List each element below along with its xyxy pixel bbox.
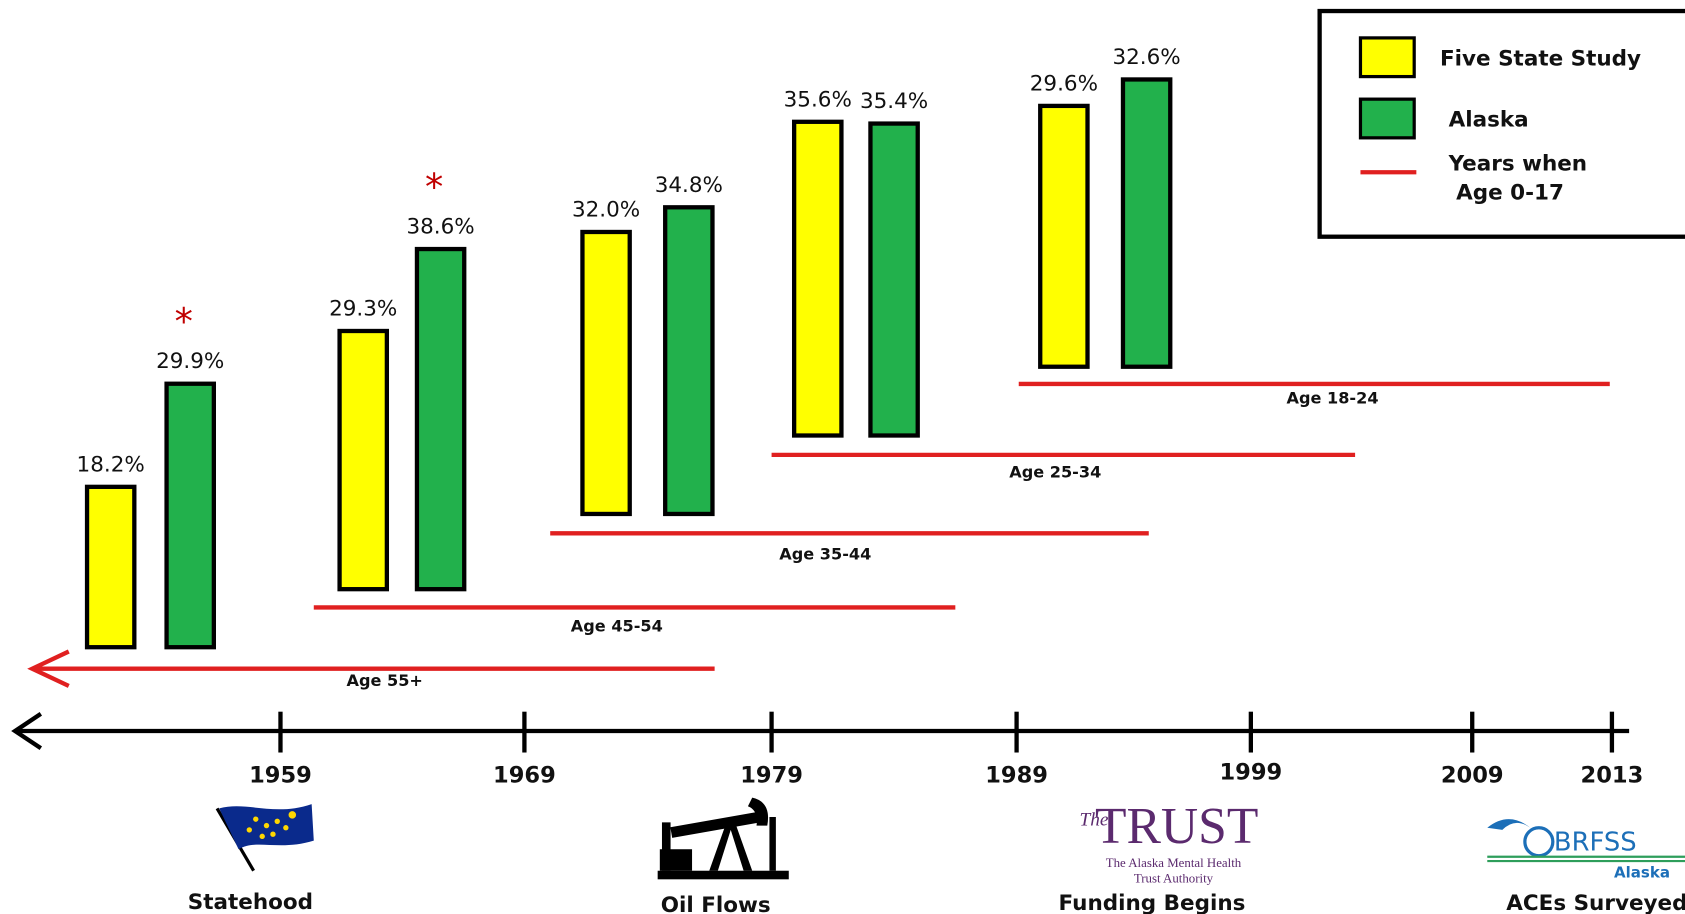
legend-label: Years when: [1448, 152, 1588, 177]
logo-text: Alaska: [1614, 863, 1670, 881]
value-label: 35.6%: [784, 87, 852, 112]
value-label: 29.6%: [1030, 71, 1098, 96]
logo-swoosh: [1487, 819, 1531, 830]
legend-label: Five State Study: [1440, 46, 1641, 71]
value-label: 34.8%: [655, 173, 723, 198]
period-arrow: [27, 649, 70, 688]
timeline-year: 1959: [249, 763, 312, 789]
legend-swatch: [1358, 97, 1416, 140]
logo-text: BRFSS: [1554, 827, 1637, 857]
flag-icon: [215, 804, 314, 872]
logo-text: Trust Authority: [1134, 871, 1214, 885]
bar: [84, 484, 137, 650]
oil-pump-icon: [657, 797, 789, 880]
timeline-year: 1969: [493, 763, 556, 789]
legend-swatch: [1358, 36, 1416, 79]
logo-text: The: [1079, 810, 1108, 831]
logo-ring: [1523, 826, 1555, 858]
value-label: 35.4%: [860, 89, 928, 114]
event-label: Funding Begins: [1059, 891, 1246, 914]
logo-text: TRUST: [1095, 798, 1258, 855]
bar: [414, 246, 467, 592]
age-label: Age 35-44: [779, 544, 871, 563]
significance-marker: *: [425, 165, 443, 208]
timeline-year: 1989: [985, 763, 1048, 789]
bar: [1120, 77, 1173, 369]
age-label: Age 18-24: [1286, 388, 1378, 407]
value-label: 38.6%: [406, 215, 474, 240]
event-label: Oil Flows: [661, 893, 771, 914]
timeline-year: 1999: [1219, 759, 1282, 785]
bar: [791, 119, 844, 438]
bar: [1038, 103, 1090, 369]
age-label: Age 25-34: [1009, 463, 1101, 482]
significance-marker: *: [175, 300, 193, 343]
bar: [164, 381, 216, 650]
event-label: Statehood: [188, 890, 313, 914]
bar: [868, 121, 920, 438]
value-label: 18.2%: [77, 452, 145, 477]
value-label: 32.0%: [572, 197, 640, 222]
age-label: Age 45-54: [571, 616, 663, 635]
value-label: 32.6%: [1112, 45, 1180, 70]
age-label: Age 55+: [346, 671, 422, 690]
bar: [663, 205, 715, 517]
value-label: 29.3%: [329, 296, 397, 321]
bar: [337, 328, 390, 592]
legend-label: Alaska: [1449, 108, 1529, 133]
logo-text: The Alaska Mental Health: [1106, 856, 1242, 870]
legend-label: Age 0-17: [1456, 181, 1564, 206]
bar: [580, 229, 632, 517]
event-label: ACEs Surveyed: [1506, 891, 1685, 914]
timeline-year: 2013: [1581, 763, 1644, 789]
value-label: 29.9%: [156, 349, 224, 374]
timeline-year: 2009: [1441, 763, 1504, 789]
timeline-year: 1979: [740, 763, 803, 789]
timeline-arrow: [11, 712, 43, 751]
